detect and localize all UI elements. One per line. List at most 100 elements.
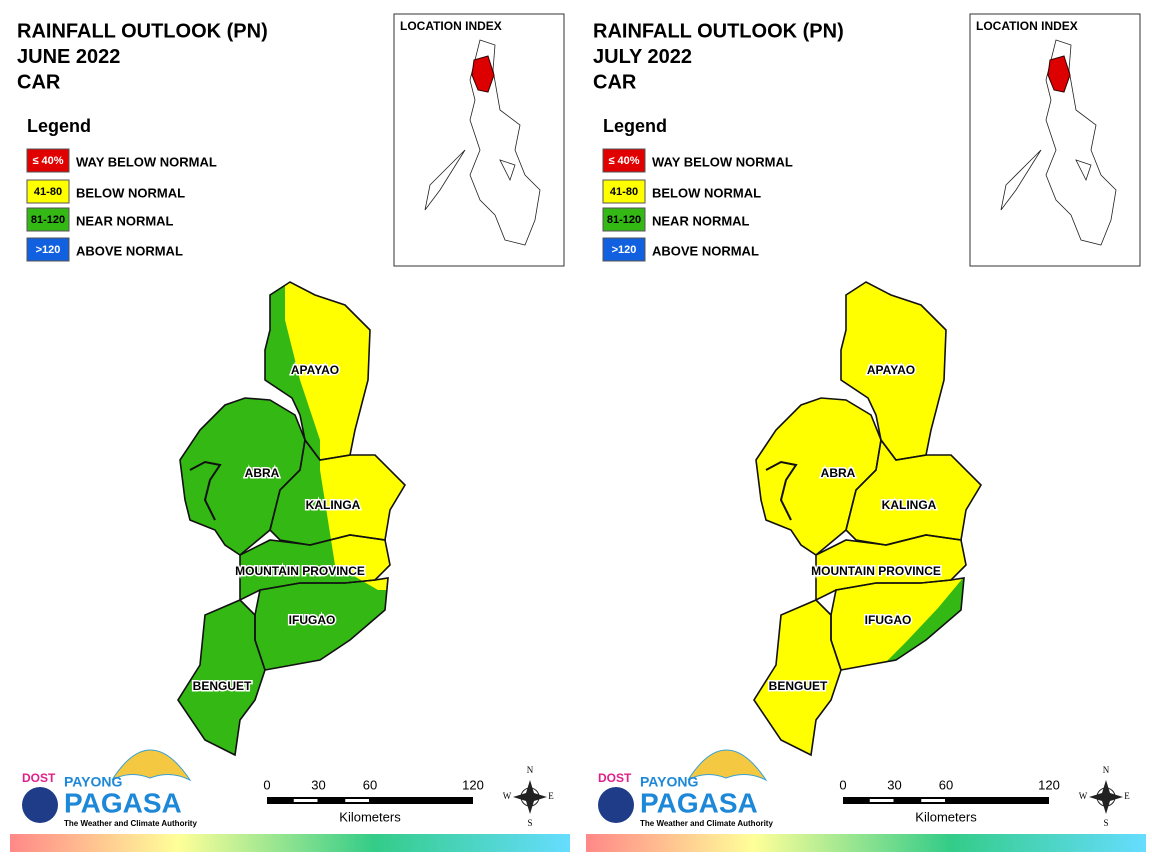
region-label: IFUGAO — [289, 613, 336, 627]
legend-swatch — [26, 179, 70, 204]
legend-label: ABOVE NORMAL — [76, 243, 183, 258]
river — [765, 460, 798, 521]
scale-tick-label: 30 — [887, 777, 901, 792]
legend-swatch — [26, 237, 70, 262]
scale-tick-label: 30 — [311, 777, 325, 792]
region-fill — [831, 578, 964, 670]
region-label: ABRA — [245, 466, 280, 480]
legend-title: Legend — [27, 116, 91, 136]
logo-seal — [598, 787, 634, 823]
scale-tick-label: 60 — [363, 777, 377, 792]
logo-seal — [22, 787, 58, 823]
region-fill — [816, 535, 966, 600]
region-label: KALINGA — [882, 498, 937, 512]
river — [189, 460, 222, 521]
compass-rose — [1089, 780, 1123, 814]
region-label: BENGUET — [769, 679, 828, 693]
logo-brand: PAYONG — [64, 774, 122, 790]
scale-tick-label: 0 — [839, 777, 846, 792]
legend-swatch-label: 41-80 — [34, 186, 62, 198]
region-label: APAYAO — [867, 363, 915, 377]
legend-label: BELOW NORMAL — [76, 185, 185, 200]
legend-swatch-label: >120 — [612, 244, 637, 256]
region-border — [239, 534, 391, 602]
region-label: APAYAO — [291, 363, 339, 377]
logo-tagline: The Weather and Climate Authority — [64, 819, 197, 828]
logo-name: PAGASA — [640, 787, 758, 818]
region-fill — [754, 600, 841, 755]
logo-umbrella — [687, 749, 768, 782]
panel-title: RAINFALL OUTLOOK (PN) — [17, 20, 268, 42]
legend-label: NEAR NORMAL — [76, 213, 174, 228]
region-label: IFUGAO — [865, 613, 912, 627]
legend-label: NEAR NORMAL — [652, 213, 750, 228]
legend-swatch — [602, 179, 646, 204]
legend-swatch — [602, 148, 646, 173]
logo-tagline: The Weather and Climate Authority — [640, 819, 773, 828]
region-border — [815, 534, 967, 602]
logo-umbrella — [111, 749, 192, 782]
region-fill — [180, 398, 305, 555]
logo-name: PAGASA — [64, 787, 182, 818]
outlook-panel: RAINFALL OUTLOOK (PN) JUNE 2022 CAR Legend ≤… — [10, 13, 570, 852]
scale-unit: Kilometers — [915, 809, 977, 824]
compass-letter: N — [527, 765, 534, 775]
legend-label: BELOW NORMAL — [652, 185, 761, 200]
index-highlight — [471, 55, 495, 93]
index-highlight — [1047, 55, 1071, 93]
scale-tick-label: 60 — [939, 777, 953, 792]
legend-swatch — [26, 207, 70, 232]
logo-agency: DOST — [22, 771, 56, 785]
region-fill — [255, 578, 388, 670]
scale-tick-label: 0 — [263, 777, 270, 792]
logo-agency: DOST — [598, 771, 632, 785]
footer-band — [586, 834, 1146, 852]
compass-rose — [513, 780, 547, 814]
region-fill — [846, 440, 981, 545]
index-map — [424, 39, 541, 246]
legend-label: WAY BELOW NORMAL — [652, 154, 793, 169]
legend-swatch — [602, 207, 646, 232]
index-title: LOCATION INDEX — [976, 19, 1078, 33]
compass-ring — [520, 787, 540, 807]
region-fill — [178, 600, 265, 755]
scale-bar — [267, 797, 473, 804]
scale-tick-label: 120 — [1038, 777, 1060, 792]
legend-swatch-label: >120 — [36, 244, 61, 256]
scale-unit: Kilometers — [339, 809, 401, 824]
scale-segment — [345, 799, 369, 802]
logo-brand: PAYONG — [640, 774, 698, 790]
region-border — [269, 438, 407, 546]
region-label: MOUNTAIN PROVINCE — [235, 564, 365, 578]
scale-segment — [869, 799, 894, 802]
legend-swatch — [602, 237, 646, 262]
legend-label: ABOVE NORMAL — [652, 243, 759, 258]
compass-letter: W — [1079, 791, 1088, 801]
compass-letter: S — [1103, 818, 1108, 828]
legend-swatch-label: 81-120 — [31, 214, 65, 226]
compass-letter: N — [1103, 765, 1110, 775]
compass-ring — [1096, 787, 1116, 807]
panel-title: JULY 2022 — [593, 46, 692, 68]
scale-bar — [843, 797, 1049, 804]
compass-letter: E — [1124, 791, 1130, 801]
outlook-panel: RAINFALL OUTLOOK (PN) JULY 2022 CAR Legend ≤… — [586, 13, 1146, 852]
index-title: LOCATION INDEX — [400, 19, 502, 33]
legend-swatch-label: ≤ 40% — [608, 155, 639, 167]
panel-title: CAR — [17, 71, 61, 93]
panel-title: CAR — [593, 71, 637, 93]
region-border — [845, 438, 983, 546]
compass-letter: W — [503, 791, 512, 801]
scale-segment — [921, 799, 945, 802]
panel-title: JUNE 2022 — [17, 46, 120, 68]
legend-swatch — [26, 148, 70, 173]
region-fill — [841, 282, 946, 460]
region-fill — [756, 398, 881, 555]
region-label: BENGUET — [193, 679, 252, 693]
legend-swatch-label: 81-120 — [607, 214, 641, 226]
region-label: MOUNTAIN PROVINCE — [811, 564, 941, 578]
region-label: ABRA — [821, 466, 856, 480]
index-frame — [393, 13, 565, 267]
index-frame — [969, 13, 1141, 267]
